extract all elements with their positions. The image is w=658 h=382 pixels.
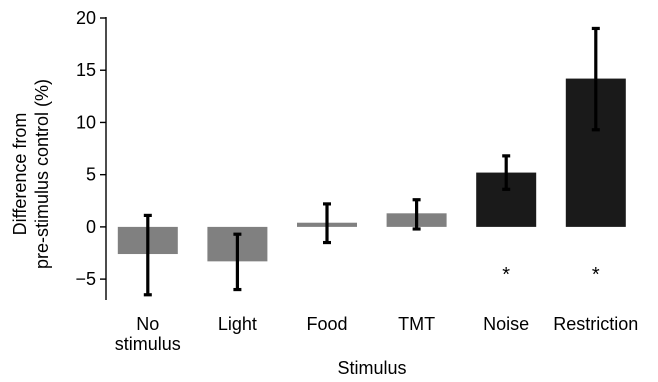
x-tick-label: No	[136, 314, 159, 334]
x-tick-label: Food	[306, 314, 347, 334]
y-tick-label: 20	[76, 8, 96, 28]
x-axis-title: Stimulus	[337, 358, 406, 378]
y-tick-label: −5	[75, 269, 96, 289]
x-tick-label: Restriction	[553, 314, 638, 334]
x-tick-label: stimulus	[115, 334, 181, 354]
y-tick-label: 10	[76, 112, 96, 132]
significance-marker: *	[592, 264, 600, 286]
y-axis: −5 0 5 10 15 20	[75, 8, 107, 300]
x-tick-label: TMT	[398, 314, 435, 334]
significance-marker: *	[502, 264, 510, 286]
y-tick-label: 5	[86, 165, 96, 185]
x-tick-label: Noise	[483, 314, 529, 334]
y-axis-title-line-2: pre-stimulus control (%)	[32, 79, 52, 269]
y-tick-label: 0	[86, 217, 96, 237]
plot-area: * *	[117, 26, 626, 297]
y-tick-label: 15	[76, 60, 96, 80]
y-axis-title-line-1: Difference from	[10, 113, 30, 236]
x-tick-label: Light	[218, 314, 257, 334]
